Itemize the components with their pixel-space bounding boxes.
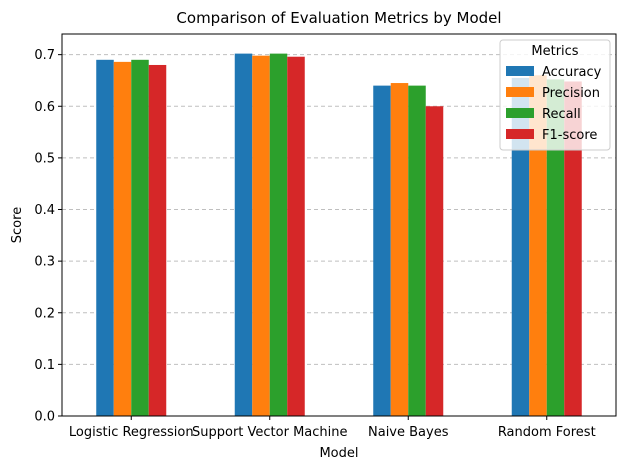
bar: [269, 53, 288, 417]
x-tick-label: Random Forest: [498, 425, 596, 440]
y-tick-label: 0.5: [34, 151, 55, 166]
legend-swatch: [506, 66, 534, 76]
legend-swatch: [506, 108, 534, 118]
bar: [564, 81, 582, 417]
y-tick-label: 0.7: [34, 48, 55, 63]
ticks-layer: 0.0 0.1 0.2 0.3 0.4 0.5 0.6 0.7 Logistic Regress…: [34, 48, 595, 440]
bar: [96, 59, 114, 416]
legend-items: Accuracy Precision Recall F1-score: [506, 65, 602, 143]
bar: [287, 56, 305, 417]
bar: [252, 55, 270, 416]
bar: [148, 64, 167, 417]
plot-frame: [61, 33, 617, 417]
y-tick-label: 0.1: [34, 358, 55, 373]
bars-layer: [96, 53, 582, 417]
bar: [546, 79, 565, 416]
bar: [425, 106, 444, 417]
x-tick-label: Logistic Regression: [69, 425, 194, 440]
y-axis-label: Score: [10, 207, 25, 243]
bar: [131, 59, 149, 416]
y-tick-label: 0.0: [34, 410, 55, 425]
y-tick-label: 0.6: [34, 100, 55, 115]
legend-title: Metrics: [531, 44, 578, 59]
legend-label: Precision: [542, 86, 600, 101]
bar: [408, 85, 426, 417]
y-tick-label: 0.3: [34, 255, 55, 270]
chart-title: Comparison of Evaluation Metrics by Mode…: [176, 9, 501, 27]
bar: [373, 85, 391, 417]
bar: [234, 53, 253, 417]
x-axis-label: Model: [319, 446, 358, 461]
legend-label: Recall: [542, 107, 581, 122]
x-tick-label: Naive Bayes: [368, 425, 449, 440]
y-tick-label: 0.2: [34, 306, 55, 321]
legend-swatch: [506, 87, 534, 97]
legend-swatch: [506, 129, 534, 139]
legend: Metrics Accuracy Precision Recall F1-score: [499, 39, 611, 151]
bar: [113, 61, 132, 417]
x-tick-label: Support Vector Machine: [192, 425, 348, 440]
legend-label: F1-score: [542, 128, 597, 143]
legend-label: Accuracy: [542, 65, 602, 80]
y-tick-label: 0.4: [34, 203, 55, 218]
bar: [529, 75, 547, 416]
bar: [511, 77, 530, 416]
bar: [390, 83, 409, 417]
